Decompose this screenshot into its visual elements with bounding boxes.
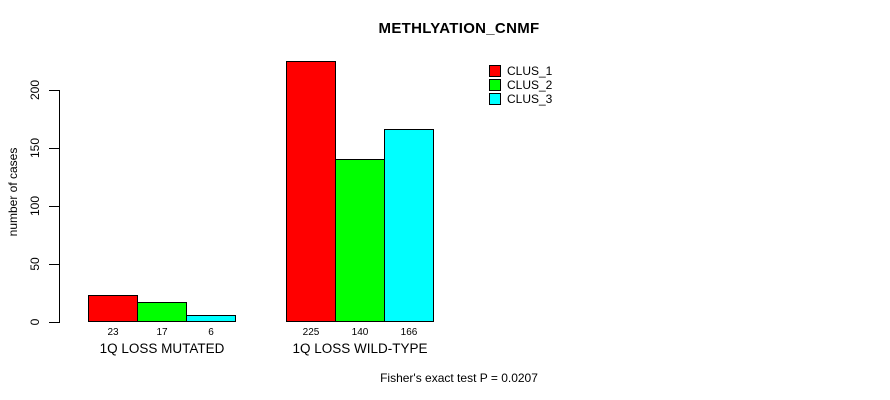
bar-clus_3-group1 (186, 315, 236, 322)
group-label: 1Q LOSS WILD-TYPE (292, 341, 428, 356)
annotation-text: Fisher's exact test P = 0.0207 (380, 371, 538, 385)
y-tick-label: 100 (28, 195, 42, 217)
legend-label: CLUS_2 (507, 78, 553, 92)
bar-value-label: 140 (351, 327, 369, 338)
y-tick-label: 0 (28, 318, 42, 326)
y-tick-label: 150 (28, 137, 42, 159)
chart-title: METHLYATION_CNMF (378, 20, 540, 37)
bar-value-label: 6 (208, 327, 214, 338)
y-axis-line (59, 90, 60, 323)
bar-clus_3-group2 (384, 129, 434, 322)
group-label: 1Q LOSS MUTATED (99, 341, 225, 356)
legend: CLUS_1 CLUS_2 CLUS_3 (489, 65, 552, 107)
legend-label: CLUS_3 (507, 92, 553, 106)
y-tick-label: 50 (28, 257, 42, 271)
legend-item-clus_2: CLUS_2 (489, 79, 552, 91)
bar-value-label: 166 (400, 327, 418, 338)
y-axis-label: number of cases (6, 147, 20, 237)
legend-label: CLUS_1 (507, 64, 553, 78)
bar-clus_1-group1 (88, 295, 138, 322)
y-tick-mark (49, 322, 59, 323)
bar-value-label: 225 (302, 327, 320, 338)
bar-clus_2-group2 (335, 159, 385, 322)
y-tick-mark (49, 264, 59, 265)
legend-item-clus_1: CLUS_1 (489, 65, 552, 77)
legend-swatch-icon (489, 79, 501, 91)
legend-swatch-icon (489, 93, 501, 105)
y-tick-mark (49, 206, 59, 207)
y-tick-mark (49, 148, 59, 149)
legend-item-clus_3: CLUS_3 (489, 93, 552, 105)
bar-clus_1-group2 (286, 61, 336, 322)
y-tick-label: 200 (28, 79, 42, 101)
legend-swatch-icon (489, 65, 501, 77)
bar-clus_2-group1 (137, 302, 187, 322)
bar-value-label: 17 (156, 327, 168, 338)
y-tick-mark (49, 90, 59, 91)
bar-value-label: 23 (107, 327, 119, 338)
